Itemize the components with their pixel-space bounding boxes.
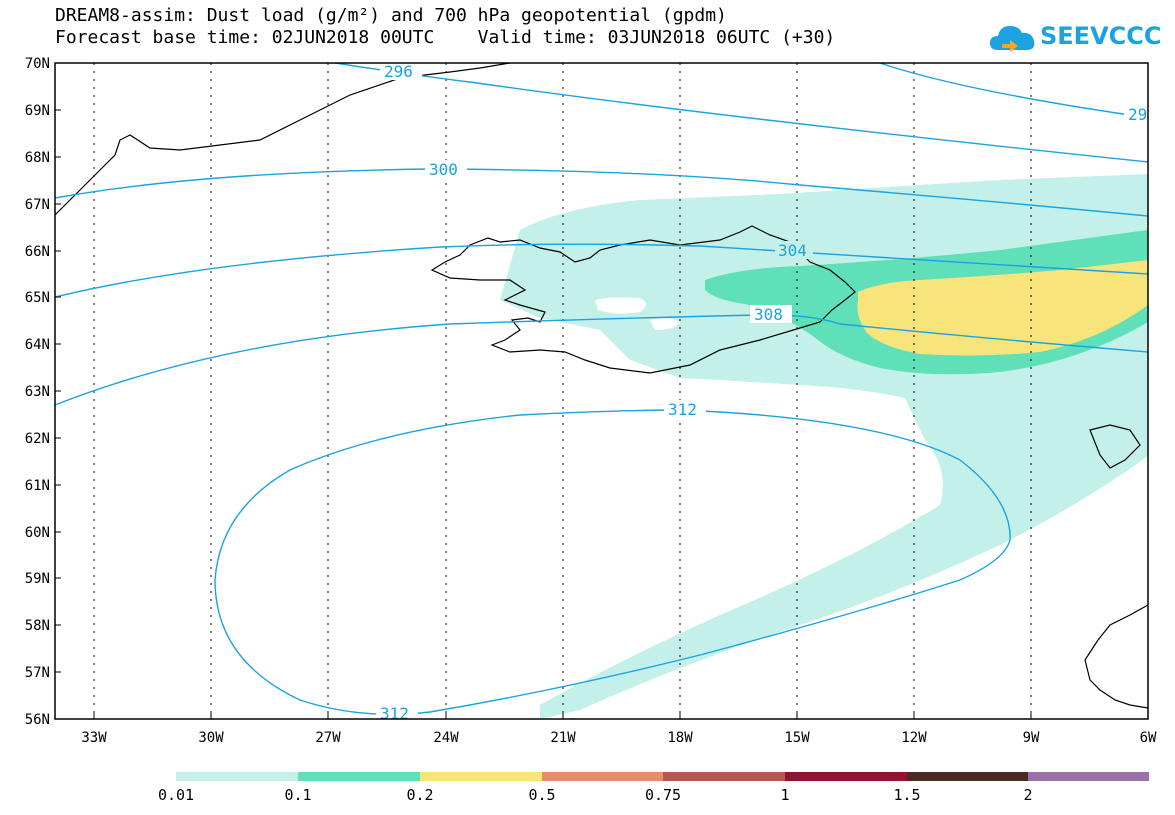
lat-label: 62N	[25, 431, 50, 447]
contour-label-group: 296 29 300 304 308 312 312	[376, 62, 1148, 723]
legend-swatch	[542, 772, 663, 781]
lon-label: 21W	[550, 730, 576, 746]
lat-label: 61N	[25, 478, 50, 494]
legend-colorbar	[176, 772, 1149, 781]
legend-label: 0.2	[406, 786, 434, 804]
legend-swatch	[663, 772, 785, 781]
legend-swatch	[1028, 772, 1149, 781]
contour-label-296: 296	[384, 62, 413, 81]
tick-marks	[55, 62, 1032, 720]
lon-label: 30W	[198, 730, 224, 746]
contour-label-312-bottom: 312	[380, 704, 409, 723]
dust-area-high	[857, 260, 1148, 356]
logo-text: SEEVCCC	[1040, 22, 1162, 50]
legend-swatch	[907, 772, 1028, 781]
latitude-labels: 70N 69N 68N 67N 66N 65N 64N 63N 62N 61N …	[25, 56, 50, 728]
lat-label: 70N	[25, 56, 50, 72]
contour-304	[55, 243, 1148, 298]
lon-label: 27W	[315, 730, 341, 746]
legend-label: 0.1	[284, 786, 312, 804]
legend-label: 1	[780, 786, 790, 804]
lat-label: 64N	[25, 337, 50, 353]
contour-308	[55, 314, 1148, 406]
legend-label: 2	[1023, 786, 1033, 804]
dust-area-gap	[595, 297, 680, 330]
lat-label: 56N	[25, 712, 50, 728]
legend-label: 0.5	[528, 786, 556, 804]
lat-label: 57N	[25, 665, 50, 681]
lat-label: 60N	[25, 525, 50, 541]
dust-fields	[500, 174, 1148, 719]
legend-label: 0.75	[644, 786, 682, 804]
lat-label: 63N	[25, 384, 50, 400]
map-title: DREAM8-assim: Dust load (g/m²) and 700 h…	[55, 5, 727, 26]
contour-label-29: 29	[1128, 105, 1147, 124]
lat-label: 67N	[25, 197, 50, 213]
geopotential-contours	[55, 63, 1148, 715]
contour-label-300: 300	[429, 160, 458, 179]
contour-300	[55, 168, 1148, 217]
faroe-coast	[1089, 424, 1141, 469]
map-subtitle: Forecast base time: 02JUN2018 00UTC Vali…	[55, 27, 836, 48]
lat-label: 68N	[25, 150, 50, 166]
lon-label: 12W	[901, 730, 927, 746]
contour-296b	[879, 63, 1131, 116]
legend-label: 1.5	[893, 786, 921, 804]
seevccc-logo: SEEVCCC	[988, 18, 1175, 58]
lon-label: 9W	[1023, 730, 1040, 746]
lat-label: 66N	[25, 244, 50, 260]
contour-label-304: 304	[778, 241, 807, 260]
lon-label: 24W	[433, 730, 459, 746]
lat-label: 58N	[25, 618, 50, 634]
lon-label: 6W	[1140, 730, 1157, 746]
legend-swatch	[785, 772, 907, 781]
legend-swatch	[176, 772, 298, 781]
legend-swatch	[298, 772, 420, 781]
scotland-coast	[1084, 604, 1148, 709]
lat-label: 59N	[25, 571, 50, 587]
contour-312	[214, 409, 1011, 715]
lon-label: 18W	[667, 730, 693, 746]
lon-label: 33W	[81, 730, 107, 746]
longitude-labels: 33W 30W 27W 24W 21W 18W 15W 12W 9W 6W	[81, 730, 1157, 746]
lon-label: 15W	[784, 730, 810, 746]
lat-label: 69N	[25, 103, 50, 119]
legend-label: 0.01	[157, 786, 195, 804]
legend-swatch	[420, 772, 542, 781]
contour-label-312-top: 312	[668, 400, 697, 419]
contour-label-308: 308	[754, 305, 783, 324]
contour-296	[334, 63, 1148, 163]
greenland-coast	[55, 63, 511, 216]
lat-label: 65N	[25, 290, 50, 306]
cloud-icon	[990, 26, 1035, 52]
